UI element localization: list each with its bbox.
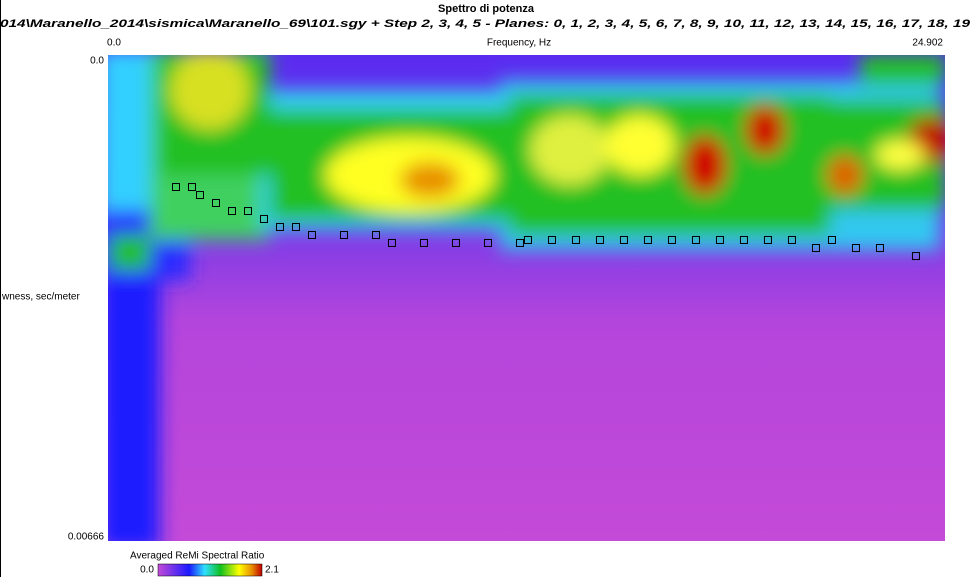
x-min-label: 0.0 — [107, 38, 121, 49]
pick — [827, 235, 836, 244]
pick — [851, 244, 860, 253]
pick — [227, 207, 236, 216]
pick — [187, 183, 196, 192]
pick — [523, 235, 532, 244]
pick — [787, 235, 796, 244]
pick — [371, 231, 380, 240]
subtitle: 014\Maranello_2014\sismica\Maranello_69\… — [0, 18, 971, 30]
picks — [171, 183, 920, 261]
x-axis-label: Frequency, Hz — [487, 38, 551, 49]
pick — [715, 235, 724, 244]
pick — [171, 183, 180, 192]
colorbar — [157, 563, 263, 577]
pick — [211, 198, 220, 207]
pick — [547, 235, 556, 244]
colorbar-max: 2.1 — [265, 565, 279, 576]
y-axis-label: wness, sec/meter — [1, 292, 80, 303]
x-max-label: 24.902 — [912, 38, 943, 49]
pick — [339, 231, 348, 240]
pick — [643, 235, 652, 244]
pick — [875, 244, 884, 253]
y-max-label: 0.00666 — [68, 532, 105, 543]
pick — [691, 235, 700, 244]
pick — [387, 238, 396, 247]
pick — [307, 231, 316, 240]
spectrum — [108, 55, 945, 541]
pick — [739, 235, 748, 244]
pick — [811, 244, 820, 253]
pick — [259, 214, 268, 223]
pick — [619, 235, 628, 244]
pick — [195, 191, 204, 200]
pick — [911, 252, 920, 261]
pick — [275, 222, 284, 231]
pick — [595, 235, 604, 244]
pick — [763, 235, 772, 244]
pick — [483, 238, 492, 247]
pick — [291, 222, 300, 231]
y-min-label: 0.0 — [90, 56, 104, 67]
pick — [667, 235, 676, 244]
colorbar-min: 0.0 — [140, 565, 154, 576]
colorbar-title: Averaged ReMi Spectral Ratio — [130, 551, 265, 562]
pick — [571, 235, 580, 244]
title: Spettro di potenza — [438, 3, 535, 15]
pick — [515, 238, 524, 247]
pick — [243, 207, 252, 216]
pick — [451, 238, 460, 247]
pick — [419, 238, 428, 247]
